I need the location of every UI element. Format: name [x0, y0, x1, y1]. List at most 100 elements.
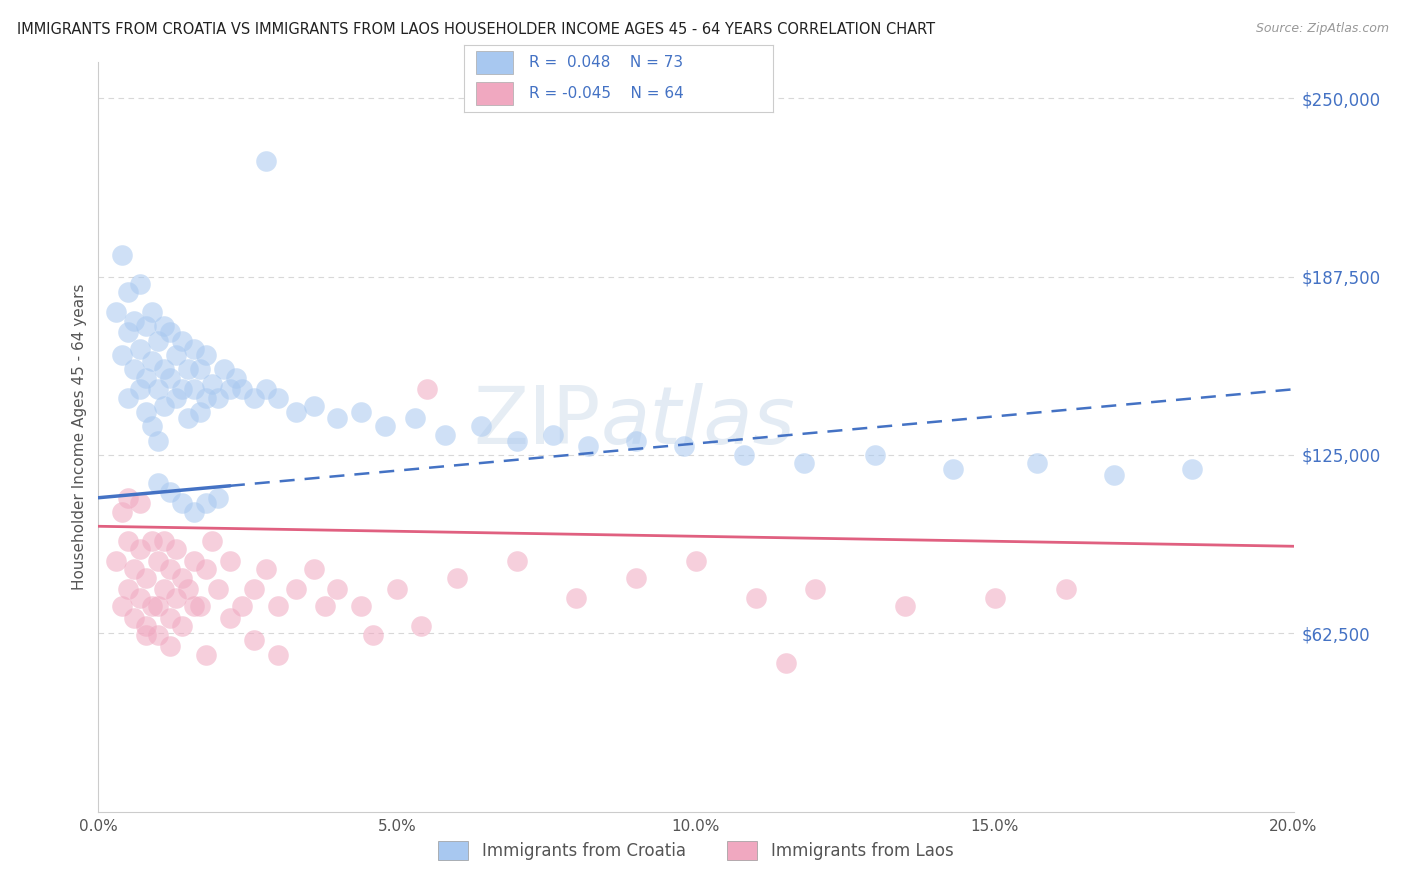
Point [804, 582, 827, 596]
Point [1025, 457, 1047, 471]
Point [363, 628, 385, 642]
Point [565, 591, 588, 605]
Point [159, 610, 181, 624]
Point [506, 434, 529, 448]
Point [541, 428, 564, 442]
Point [411, 619, 433, 633]
Point [183, 553, 205, 567]
Point [183, 505, 205, 519]
Point [350, 405, 373, 419]
Point [177, 410, 200, 425]
Point [267, 599, 290, 614]
Point [135, 371, 157, 385]
Point [129, 496, 152, 510]
Point [129, 542, 152, 557]
Point [254, 382, 277, 396]
Point [165, 542, 187, 557]
Point [267, 648, 290, 662]
Point [135, 319, 157, 334]
Point [434, 428, 457, 442]
Point [165, 348, 187, 362]
Point [219, 610, 242, 624]
Point [124, 362, 146, 376]
Point [183, 382, 205, 396]
Point [188, 599, 211, 614]
Point [172, 571, 194, 585]
Text: ZIP: ZIP [472, 383, 600, 461]
Point [284, 405, 307, 419]
Point [326, 410, 349, 425]
Point [165, 391, 187, 405]
Point [159, 639, 181, 653]
Point [188, 405, 211, 419]
Point [117, 533, 139, 548]
Point [207, 582, 229, 596]
Point [183, 343, 205, 357]
Point [159, 562, 181, 576]
Legend: Immigrants from Croatia, Immigrants from Laos: Immigrants from Croatia, Immigrants from… [432, 835, 960, 867]
Text: R = -0.045    N = 64: R = -0.045 N = 64 [529, 86, 683, 101]
Point [153, 362, 176, 376]
Point [117, 325, 139, 339]
Point [201, 533, 224, 548]
Point [254, 562, 277, 576]
Point [148, 434, 170, 448]
Point [159, 485, 181, 500]
Point [111, 599, 134, 614]
Point [470, 419, 492, 434]
Point [673, 439, 696, 453]
Point [105, 305, 128, 319]
Point [129, 591, 152, 605]
Point [212, 362, 235, 376]
Point [267, 391, 290, 405]
Point [135, 405, 157, 419]
Point [894, 599, 917, 614]
Point [188, 362, 211, 376]
Point [374, 419, 396, 434]
Point [153, 400, 176, 414]
Point [148, 382, 170, 396]
Point [302, 562, 325, 576]
Point [153, 533, 176, 548]
Y-axis label: Householder Income Ages 45 - 64 years: Householder Income Ages 45 - 64 years [72, 284, 87, 591]
Point [117, 491, 139, 505]
Point [225, 371, 247, 385]
Point [195, 496, 218, 510]
Point [183, 599, 205, 614]
Point [195, 348, 218, 362]
Text: atlas: atlas [600, 383, 796, 461]
Point [254, 153, 277, 168]
Point [177, 582, 200, 596]
Point [243, 633, 266, 648]
Point [416, 382, 439, 396]
Point [172, 496, 194, 510]
Point [326, 582, 349, 596]
Point [124, 314, 146, 328]
Point [129, 277, 152, 291]
Point [745, 591, 768, 605]
Point [148, 476, 170, 491]
Point [733, 448, 755, 462]
Point [302, 400, 325, 414]
Point [984, 591, 1007, 605]
Point [219, 553, 242, 567]
Point [207, 491, 229, 505]
Point [865, 448, 887, 462]
Point [105, 553, 128, 567]
Text: R =  0.048    N = 73: R = 0.048 N = 73 [529, 55, 683, 70]
Point [153, 582, 176, 596]
Point [159, 325, 181, 339]
Point [165, 591, 187, 605]
Point [135, 619, 157, 633]
Point [141, 419, 163, 434]
Point [219, 382, 242, 396]
Point [446, 571, 468, 585]
Point [685, 553, 707, 567]
Point [117, 391, 139, 405]
Point [942, 462, 965, 476]
Point [172, 382, 194, 396]
Point [117, 285, 139, 300]
Point [148, 553, 170, 567]
Point [129, 382, 152, 396]
Point [243, 582, 266, 596]
